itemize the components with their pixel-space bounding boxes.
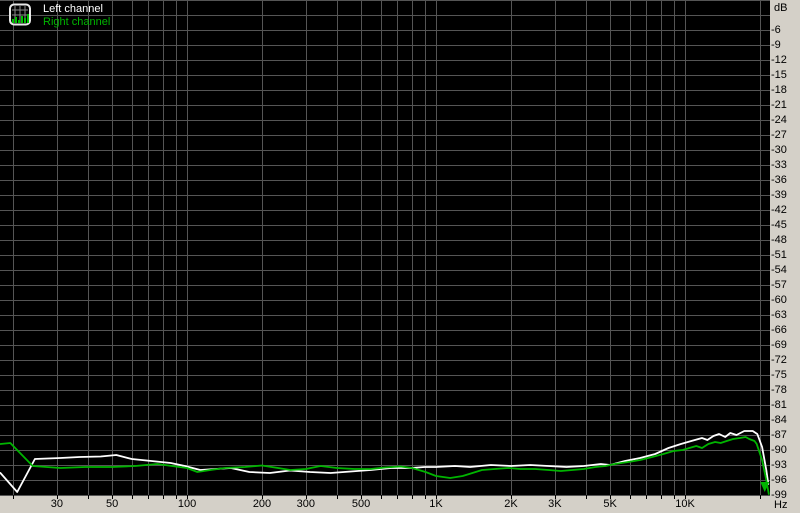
y-tick-label: -51 <box>771 249 787 261</box>
y-tick-label: -66 <box>771 324 787 336</box>
x-tick-label: 100 <box>177 498 197 510</box>
y-tick-label: -84 <box>771 414 787 426</box>
legend-left-channel-label: Left channel <box>43 3 103 15</box>
x-tick-label: 10K <box>675 498 695 510</box>
right-channel-trace <box>0 436 770 495</box>
y-tick-label: -12 <box>771 54 787 66</box>
y-tick-label: -72 <box>771 354 787 366</box>
left-channel-trace <box>0 430 770 493</box>
y-tick-label: -39 <box>771 189 787 201</box>
y-axis-strip <box>770 0 800 513</box>
x-tick-label: 300 <box>296 498 316 510</box>
y-tick-label: -15 <box>771 69 787 81</box>
legend-right-channel-label: Right channel <box>43 16 111 28</box>
y-tick-label: -81 <box>771 399 787 411</box>
y-tick-label: -18 <box>771 84 787 96</box>
x-tick-label: 3K <box>548 498 562 510</box>
y-tick-label: -24 <box>771 114 787 126</box>
y-tick-label: -63 <box>771 309 787 321</box>
x-tick-label: 2K <box>504 498 518 510</box>
y-tick-label: -60 <box>771 294 787 306</box>
x-tick-label: 50 <box>105 498 119 510</box>
y-tick-label: -33 <box>771 159 787 171</box>
x-tick-label: 1K <box>429 498 443 510</box>
x-tick-label: 500 <box>351 498 371 510</box>
y-tick-label: -96 <box>771 474 787 486</box>
y-tick-label: -90 <box>771 444 787 456</box>
y-tick-label: -48 <box>771 234 787 246</box>
y-axis-unit-label: dB <box>774 2 788 14</box>
spectrum-analyzer-icon <box>9 3 31 26</box>
y-tick-label: -30 <box>771 144 787 156</box>
x-tick-label: 5K <box>603 498 617 510</box>
y-tick-label: -21 <box>771 99 787 111</box>
trace-end-arrow <box>760 482 770 492</box>
y-tick-label: -54 <box>771 264 787 276</box>
y-tick-label: -87 <box>771 429 787 441</box>
y-tick-label: -45 <box>771 219 787 231</box>
y-tick-label: -93 <box>771 459 787 471</box>
y-tick-label: -78 <box>771 384 787 396</box>
y-tick-label: -6 <box>771 24 781 36</box>
x-axis-unit-label: Hz <box>774 499 788 511</box>
y-tick-label: -75 <box>771 369 787 381</box>
y-tick-label: -99 <box>771 489 787 501</box>
y-tick-label: -57 <box>771 279 787 291</box>
x-tick-label: 200 <box>252 498 272 510</box>
legend: Left channel Right channel <box>9 3 110 29</box>
y-tick-label: -9 <box>771 39 781 51</box>
y-tick-label: -42 <box>771 204 787 216</box>
y-tick-label: -36 <box>771 174 787 186</box>
x-axis-strip <box>0 495 770 513</box>
y-tick-label: -69 <box>771 339 787 351</box>
x-tick-label: 30 <box>50 498 63 510</box>
y-tick-label: -27 <box>771 129 787 141</box>
